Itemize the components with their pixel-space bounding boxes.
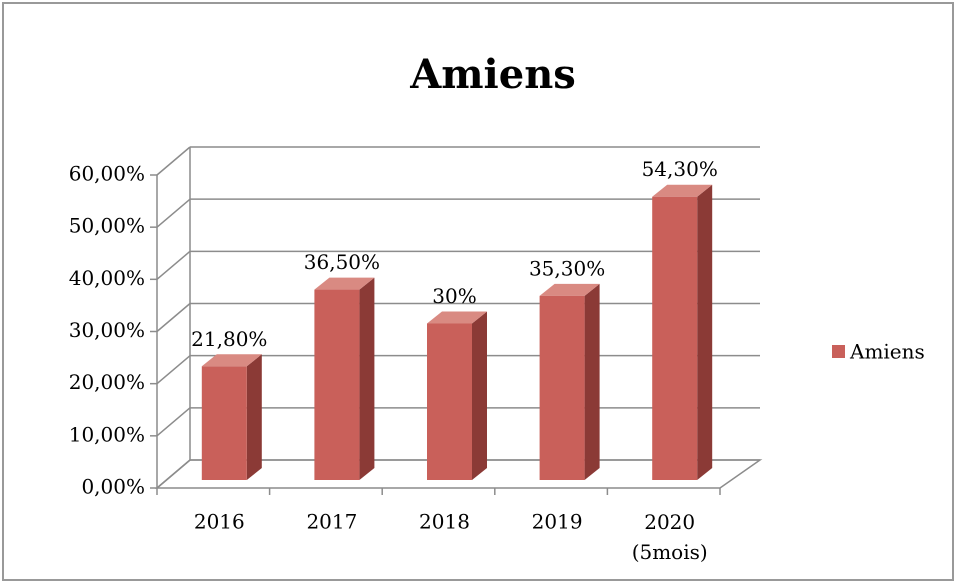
y-tick-label: 40,00% <box>69 266 145 290</box>
side-grid-line <box>156 250 191 280</box>
bar <box>652 196 698 481</box>
bar <box>539 295 585 480</box>
bar-top <box>201 354 262 367</box>
bar-top <box>427 311 487 324</box>
bar-side <box>472 311 487 480</box>
bar <box>427 323 472 480</box>
bar-top <box>539 283 600 296</box>
data-label: 54,30% <box>642 157 718 181</box>
bar-top <box>652 184 713 197</box>
bar-top <box>314 277 375 290</box>
x-tick-label: 2017 <box>306 510 357 534</box>
side-grid-line <box>156 146 191 176</box>
y-tick-label: 0,00% <box>81 475 145 499</box>
side-grid-line <box>156 459 191 489</box>
data-label: 36,50% <box>304 250 380 274</box>
x-tick-label: 2018 <box>419 510 470 534</box>
bar-side <box>359 277 375 480</box>
side-grid-line <box>156 302 191 333</box>
side-grid-line <box>156 407 191 437</box>
bar-side <box>246 354 262 480</box>
data-label: 35,30% <box>529 256 605 280</box>
bar <box>201 366 247 480</box>
x-tick-label: 2020 (5mois) <box>632 510 708 564</box>
y-tick-label: 10,00% <box>69 422 145 446</box>
y-tick-label: 20,00% <box>69 370 145 394</box>
legend-label: Amiens <box>849 340 925 364</box>
x-tick-label: 2019 <box>532 510 583 534</box>
side-grid-line <box>156 198 191 228</box>
bar <box>314 289 360 480</box>
x-tick-label: 2016 <box>194 510 245 534</box>
bar-side <box>584 283 600 480</box>
chart-title: Amiens <box>409 51 576 98</box>
bar-side <box>697 184 713 481</box>
side-grid-line <box>156 355 191 385</box>
legend-swatch <box>832 345 845 358</box>
data-label: 30% <box>432 284 476 308</box>
y-tick-label: 60,00% <box>69 162 145 186</box>
y-tick-label: 50,00% <box>69 214 145 238</box>
y-tick-label: 30,00% <box>69 318 145 342</box>
data-label: 21,80% <box>191 327 267 351</box>
